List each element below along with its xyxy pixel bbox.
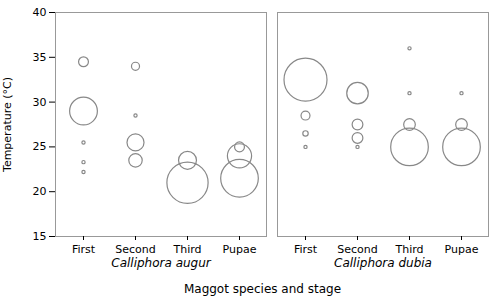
html-text:Maggot species and stage: Maggot species and stage [183,282,342,296]
svg-text:40: 40 [33,6,47,19]
svg-text:20: 20 [33,185,47,198]
svg-text:35: 35 [33,51,47,64]
svg-text:First: First [294,243,318,256]
svg-text:15: 15 [33,230,47,243]
svg-text:Calliphora augur: Calliphora augur [111,256,212,270]
svg-text:First: First [72,243,96,256]
svg-text:Pupae: Pupae [445,243,479,256]
svg-text:Second: Second [337,243,377,256]
svg-text:30: 30 [33,96,47,109]
svg-text:Calliphora dubia: Calliphora dubia [334,256,432,270]
svg-text:25: 25 [33,140,47,153]
svg-text:Third: Third [172,243,201,256]
svg-text:Temperature (°C): Temperature (°C) [1,77,14,173]
svg-text:Third: Third [394,243,423,256]
svg-text:Second: Second [115,243,155,256]
svg-text:Pupae: Pupae [223,243,257,256]
